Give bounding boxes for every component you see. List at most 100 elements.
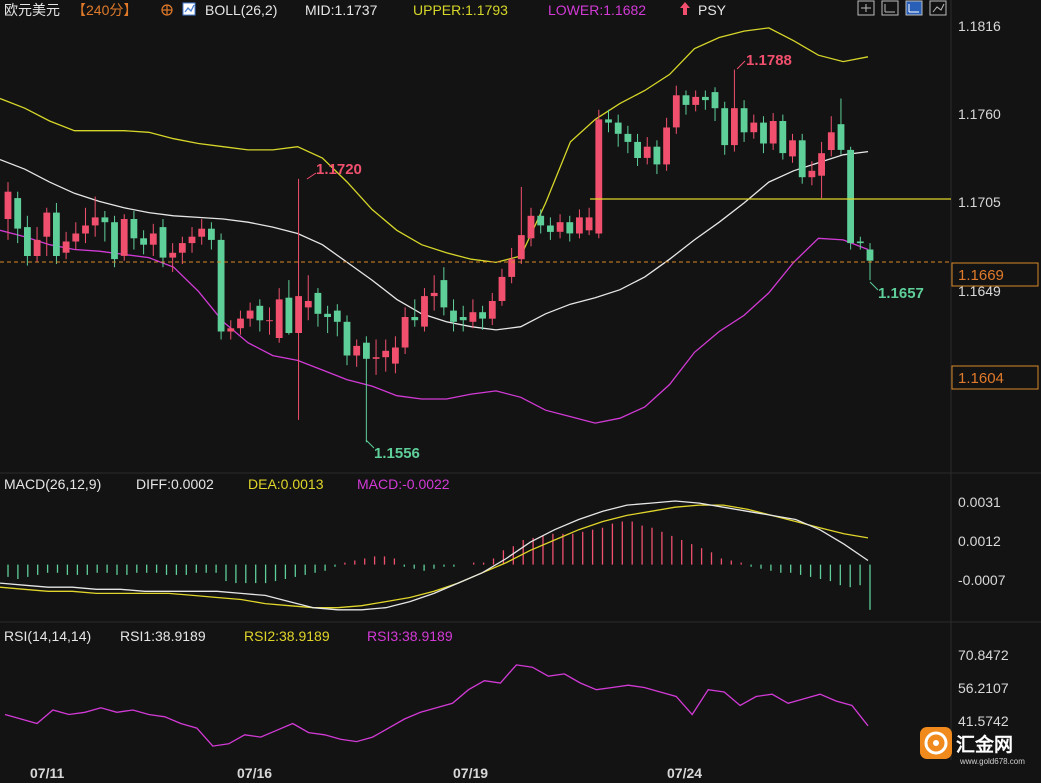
candle-up [295, 296, 302, 333]
high-annotation-1: 1.1720 [316, 161, 362, 178]
layout-icon[interactable] [881, 0, 899, 16]
low-price-tag [951, 365, 1039, 390]
period-label[interactable]: 【240分】 [72, 2, 137, 18]
macd-title[interactable]: MACD(26,12,9) [4, 476, 101, 492]
high-annotation-2: 1.1788 [746, 52, 792, 69]
candle-up [198, 228, 206, 237]
logo-text: 汇金网 [956, 733, 1013, 756]
candle-down [798, 140, 806, 178]
candle-up [149, 233, 157, 245]
candle-up [401, 317, 409, 348]
candle-up [169, 252, 177, 258]
layout2-icon[interactable] [905, 0, 923, 16]
macd-dea-line [0, 504, 869, 609]
candle-up [62, 241, 70, 253]
candle-up [808, 170, 816, 178]
candle-down [140, 238, 147, 245]
candle-up [469, 312, 477, 322]
candle-down [711, 92, 719, 109]
candle-up [91, 217, 99, 226]
macd-tick: 0.0031 [958, 494, 1001, 510]
candle-down [740, 108, 748, 133]
candle-down [537, 215, 545, 226]
candle-down [479, 312, 486, 319]
rsi3-value: RSI3:38.9189 [367, 628, 453, 644]
price-tick: 1.1760 [958, 106, 1001, 122]
rsi2-value: RSI2:38.9189 [244, 628, 330, 644]
zoom-icon[interactable] [857, 0, 875, 16]
candle-up [556, 222, 564, 232]
candle-up [392, 347, 399, 364]
low-annotation-1: 1.1556 [374, 445, 420, 462]
candle-up [750, 122, 758, 133]
annotation-pointer [365, 439, 375, 449]
candle-down [256, 305, 264, 321]
candle-down [605, 119, 612, 123]
macd-plot [0, 500, 871, 611]
boll-upper-value: UPPER:1.1793 [413, 2, 508, 18]
candle-up [237, 318, 244, 329]
candle-down [624, 133, 632, 142]
psy-indicator-label[interactable]: PSY [698, 2, 727, 18]
candle-down [547, 225, 554, 232]
candle-up [508, 259, 516, 277]
current-price-value: 1.1669 [958, 267, 1004, 284]
candle-down [314, 292, 322, 314]
rsi-title[interactable]: RSI(14,14,14) [4, 628, 91, 644]
settings-icon[interactable] [929, 0, 947, 16]
candle-up [43, 212, 51, 237]
date-label: 07/16 [237, 765, 272, 781]
macd-dea-value: DEA:0.0013 [248, 476, 324, 492]
candle-down [411, 317, 419, 321]
price-tick: 1.1816 [958, 18, 1001, 34]
candle-down [217, 239, 225, 332]
boll-indicator-label[interactable]: BOLL(26,2) [205, 2, 277, 18]
candle-up [275, 299, 283, 338]
candle-up [188, 236, 196, 244]
candle-up [498, 276, 506, 301]
candle-up [421, 296, 428, 327]
macd-hist-value: MACD:-0.0022 [357, 476, 450, 492]
candle-down [53, 212, 60, 256]
candle-down [159, 227, 167, 258]
logo-url: www.gold678.com [959, 757, 1025, 766]
candle-down [779, 121, 787, 154]
candle-up [82, 225, 89, 234]
candle-down [363, 342, 370, 359]
date-label: 07/24 [667, 765, 702, 781]
candle-up [692, 96, 700, 105]
candle-down [847, 149, 854, 244]
candle-up [672, 95, 680, 128]
date-label: 07/11 [30, 765, 64, 781]
price-tick: 1.1649 [958, 283, 1001, 299]
macd-tick: -0.0007 [958, 572, 1006, 588]
bollinger-bands [0, 27, 869, 424]
candle-down [208, 228, 215, 240]
candle-up [4, 191, 12, 219]
candle-down [566, 222, 574, 234]
symbol-name: 欧元美元 [4, 2, 60, 18]
candle-up [585, 217, 593, 231]
boll-upper-line [0, 27, 869, 264]
candle-down [721, 108, 729, 146]
boll-lower-value: LOWER:1.1682 [548, 2, 646, 18]
candle-down [760, 122, 767, 144]
candle-up [382, 350, 390, 358]
chart-icon[interactable] [182, 2, 196, 16]
arrow-icon[interactable] [680, 2, 690, 15]
candle-down [333, 310, 341, 322]
crosshair-icon[interactable] [161, 4, 173, 16]
current-price-tag [951, 262, 1039, 287]
price-tick: 1.1705 [958, 194, 1001, 210]
candle-down [682, 95, 690, 105]
candle-up [789, 140, 796, 157]
candle-down [101, 217, 109, 223]
candle-down [130, 219, 138, 239]
candle-up [643, 146, 651, 158]
candle-up [178, 243, 186, 253]
candle-down [634, 141, 641, 158]
candle-up [372, 357, 380, 359]
candle-up [72, 233, 80, 242]
candle-up [353, 345, 361, 356]
